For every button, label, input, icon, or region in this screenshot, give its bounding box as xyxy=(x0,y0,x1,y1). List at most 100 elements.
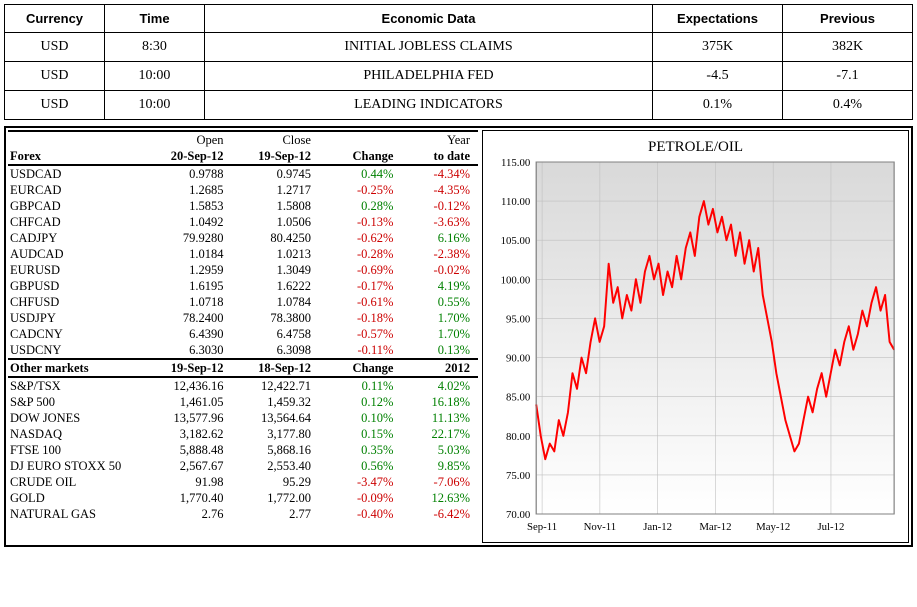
table-row: EURUSD1.29591.3049-0.69%-0.02% xyxy=(8,262,478,278)
forex-ytd: 1.70% xyxy=(401,326,478,342)
other-v2: 1,772.00 xyxy=(238,490,325,506)
other-header-d1: 19-Sep-12 xyxy=(150,359,237,377)
other-name: FTSE 100 xyxy=(8,442,150,458)
forex-change: -0.69% xyxy=(325,262,402,278)
other-ytd: -6.42% xyxy=(401,506,478,522)
forex-close: 1.2717 xyxy=(238,182,325,198)
forex-header-open-date: 20-Sep-12 xyxy=(150,148,237,165)
table-row: CRUDE OIL91.9895.29-3.47%-7.06% xyxy=(8,474,478,490)
econ-header-row: Currency Time Economic Data Expectations… xyxy=(5,5,913,33)
other-header-ytd: 2012 xyxy=(401,359,478,377)
table-row: DJ EURO STOXX 502,567.672,553.400.56%9.8… xyxy=(8,458,478,474)
other-name: DJ EURO STOXX 50 xyxy=(8,458,150,474)
forex-close: 1.0506 xyxy=(238,214,325,230)
other-ytd: 11.13% xyxy=(401,410,478,426)
other-name: S&P/TSX xyxy=(8,377,150,394)
other-header-change: Change xyxy=(325,359,402,377)
other-change: 0.11% xyxy=(325,377,402,394)
table-row: Forex20-Sep-1219-Sep-12Changeto date xyxy=(8,148,478,165)
forex-ytd: -4.35% xyxy=(401,182,478,198)
forex-header-open: Open xyxy=(150,131,237,148)
forex-open: 1.2685 xyxy=(150,182,237,198)
chart-title: PETROLE/OIL xyxy=(489,135,902,158)
oil-chart-panel: PETROLE/OIL 70.0075.0080.0085.0090.0095.… xyxy=(482,130,909,543)
forex-close: 1.0213 xyxy=(238,246,325,262)
forex-close: 6.3098 xyxy=(238,342,325,359)
other-ytd: 9.85% xyxy=(401,458,478,474)
econ-row: USD8:30INITIAL JOBLESS CLAIMS375K382K xyxy=(5,33,913,62)
table-row: CADJPY79.928080.4250-0.62%6.16% xyxy=(8,230,478,246)
forex-open: 6.3030 xyxy=(150,342,237,359)
other-name: NATURAL GAS xyxy=(8,506,150,522)
forex-change: -0.11% xyxy=(325,342,402,359)
other-v1: 2.76 xyxy=(150,506,237,522)
svg-text:85.00: 85.00 xyxy=(506,392,531,404)
forex-close: 1.0784 xyxy=(238,294,325,310)
forex-open: 1.5853 xyxy=(150,198,237,214)
forex-open: 6.4390 xyxy=(150,326,237,342)
other-name: NASDAQ xyxy=(8,426,150,442)
other-name: GOLD xyxy=(8,490,150,506)
other-change: 0.35% xyxy=(325,442,402,458)
svg-text:Jul-12: Jul-12 xyxy=(817,521,844,533)
other-change: 0.12% xyxy=(325,394,402,410)
forex-close: 0.9745 xyxy=(238,165,325,182)
forex-ytd: -2.38% xyxy=(401,246,478,262)
other-name: S&P 500 xyxy=(8,394,150,410)
other-header-d2: 18-Sep-12 xyxy=(238,359,325,377)
econ-cell-time: 10:00 xyxy=(105,62,205,91)
econ-header-time: Time xyxy=(105,5,205,33)
forex-change: -0.17% xyxy=(325,278,402,294)
forex-pair: EURCAD xyxy=(8,182,150,198)
table-row: FTSE 1005,888.485,868.160.35%5.03% xyxy=(8,442,478,458)
table-row: AUDCAD1.01841.0213-0.28%-2.38% xyxy=(8,246,478,262)
other-v2: 2.77 xyxy=(238,506,325,522)
forex-pair: CHFUSD xyxy=(8,294,150,310)
other-v1: 12,436.16 xyxy=(150,377,237,394)
table-row: S&P 5001,461.051,459.320.12%16.18% xyxy=(8,394,478,410)
svg-text:Jan-12: Jan-12 xyxy=(643,521,672,533)
forex-change: -0.28% xyxy=(325,246,402,262)
table-row: EURCAD1.26851.2717-0.25%-4.35% xyxy=(8,182,478,198)
table-row: OpenCloseYear xyxy=(8,131,478,148)
forex-close: 1.3049 xyxy=(238,262,325,278)
forex-change: -0.57% xyxy=(325,326,402,342)
other-change: -0.40% xyxy=(325,506,402,522)
econ-cell-currency: USD xyxy=(5,33,105,62)
table-row: GBPCAD1.58531.58080.28%-0.12% xyxy=(8,198,478,214)
other-change: -0.09% xyxy=(325,490,402,506)
forex-close: 80.4250 xyxy=(238,230,325,246)
econ-cell-time: 10:00 xyxy=(105,91,205,120)
table-row: NASDAQ3,182.623,177.800.15%22.17% xyxy=(8,426,478,442)
forex-pair: CHFCAD xyxy=(8,214,150,230)
other-v1: 5,888.48 xyxy=(150,442,237,458)
forex-pair: USDCAD xyxy=(8,165,150,182)
oil-line-chart: 70.0075.0080.0085.0090.0095.00100.00105.… xyxy=(489,158,902,538)
forex-ytd: 1.70% xyxy=(401,310,478,326)
table-row: USDCAD0.97880.97450.44%-4.34% xyxy=(8,165,478,182)
other-change: 0.56% xyxy=(325,458,402,474)
forex-open: 1.0718 xyxy=(150,294,237,310)
econ-cell-exp: 0.1% xyxy=(653,91,783,120)
cell xyxy=(8,131,150,148)
cell xyxy=(325,131,402,148)
forex-open: 0.9788 xyxy=(150,165,237,182)
econ-header-currency: Currency xyxy=(5,5,105,33)
table-row: USDCNY6.30306.3098-0.11%0.13% xyxy=(8,342,478,359)
other-header-label: Other markets xyxy=(8,359,150,377)
table-row: CADCNY6.43906.4758-0.57%1.70% xyxy=(8,326,478,342)
other-change: 0.15% xyxy=(325,426,402,442)
svg-text:Mar-12: Mar-12 xyxy=(699,521,731,533)
econ-cell-currency: USD xyxy=(5,62,105,91)
other-v1: 3,182.62 xyxy=(150,426,237,442)
forex-pair: CADCNY xyxy=(8,326,150,342)
other-ytd: 22.17% xyxy=(401,426,478,442)
economic-data-table: Currency Time Economic Data Expectations… xyxy=(4,4,913,120)
svg-text:70.00: 70.00 xyxy=(506,509,531,521)
forex-change: -0.61% xyxy=(325,294,402,310)
forex-ytd: 6.16% xyxy=(401,230,478,246)
other-v1: 13,577.96 xyxy=(150,410,237,426)
other-v2: 1,459.32 xyxy=(238,394,325,410)
other-v2: 12,422.71 xyxy=(238,377,325,394)
forex-open: 78.2400 xyxy=(150,310,237,326)
